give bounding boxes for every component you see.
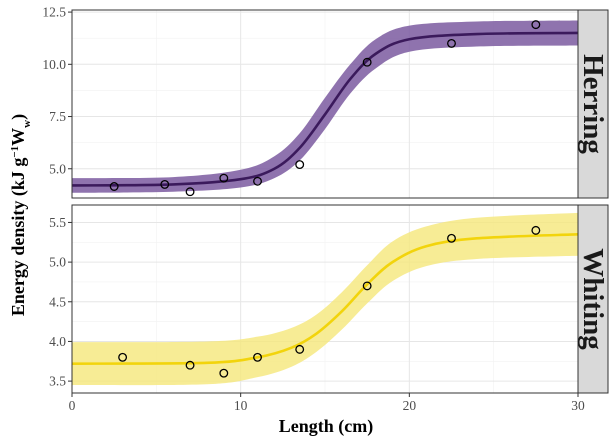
- data-point: [118, 352, 128, 362]
- confidence-band-herring: [72, 20, 578, 193]
- data-point: [185, 360, 195, 370]
- data-point: [219, 173, 229, 183]
- y-tick-label: 4.5: [49, 294, 66, 309]
- data-point: [109, 182, 119, 191]
- data-point: [531, 225, 541, 235]
- data-point: [295, 160, 305, 170]
- panel-whiting: 3.5 4.0 4.5 5.0 5.5 Whiting: [49, 204, 609, 394]
- data-point: [531, 20, 541, 30]
- x-tick-label: 0: [69, 398, 76, 413]
- y-tick-label: 5.0: [49, 255, 66, 270]
- x-tick-label: 20: [403, 398, 417, 413]
- data-point: [447, 38, 456, 48]
- facet-strip-label: Herring: [577, 54, 609, 154]
- data-point: [219, 368, 229, 378]
- y-tick-label: 5.0: [49, 161, 66, 176]
- facet-strip-label: Whiting: [577, 248, 609, 350]
- data-point: [253, 352, 262, 362]
- facet-strip-background: [577, 204, 609, 394]
- y-tick-label: 4.0: [49, 334, 66, 349]
- facet-strip: Whiting: [577, 204, 609, 394]
- y-tick-label: 3.5: [49, 374, 66, 389]
- confidence-band-whiting: [72, 212, 578, 386]
- y-tick-label: 7.5: [49, 109, 66, 124]
- y-tick-label: 10.0: [42, 57, 66, 72]
- data-point: [295, 344, 305, 354]
- panel-herring: 5.0 7.5 10.0 12.5 Herring: [42, 5, 609, 199]
- data-point: [253, 176, 262, 186]
- x-axis-title: Length (cm): [279, 416, 373, 437]
- data-point: [362, 281, 372, 291]
- x-tick-label: 10: [234, 398, 248, 413]
- facet-strip: Herring: [577, 9, 609, 199]
- fit-line-herring: [71, 31, 579, 187]
- data-point: [447, 233, 456, 243]
- data-point: [160, 179, 170, 189]
- data-point: [362, 57, 372, 67]
- y-axis-title: Energy density (kJ g−1Ww): [8, 114, 33, 316]
- x-tick-label: 30: [571, 398, 585, 413]
- data-point: [185, 187, 195, 197]
- y-tick-label: 12.5: [42, 5, 66, 20]
- facet-strip-background: [577, 9, 609, 199]
- panels-layer: 5.0 7.5 10.0 12.5 Herring 3.5 4.0 4.5 5.0 5.5 Whit…: [42, 5, 609, 413]
- y-tick-label: 5.5: [49, 215, 66, 230]
